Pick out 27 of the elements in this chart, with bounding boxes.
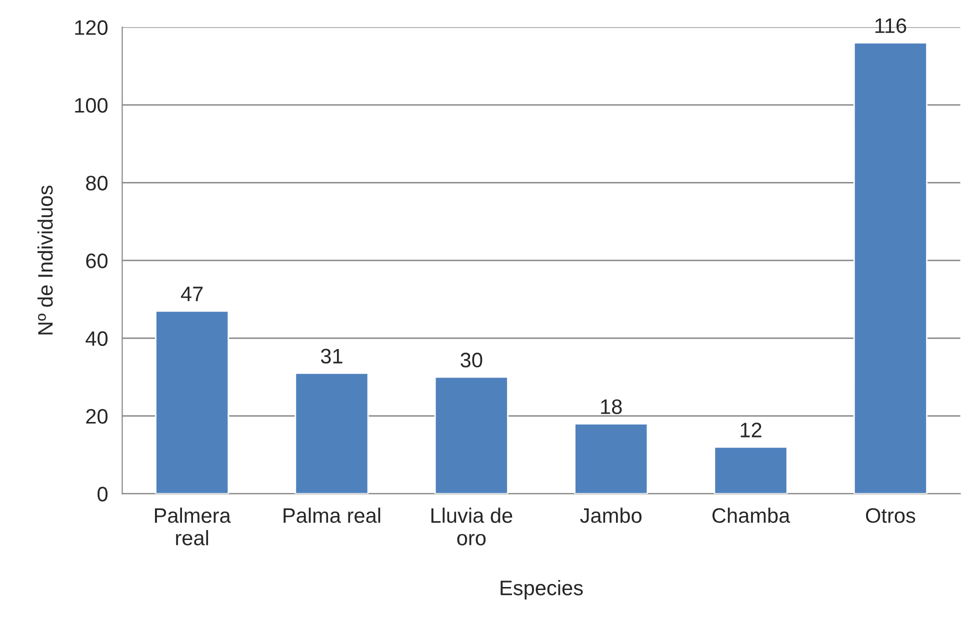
data-label: 116	[875, 18, 906, 34]
x-tick-label: Lluvia de oro	[431, 508, 512, 546]
x-tick-label: Otros	[866, 508, 916, 523]
bar	[714, 446, 788, 494]
bar	[155, 310, 230, 494]
x-tick-label: Palma real	[284, 508, 380, 523]
data-label: 47	[180, 286, 203, 302]
y-tick-label: 100	[75, 98, 108, 113]
x-tick-label: Palmera real	[154, 508, 231, 546]
x-tick-label: Chamba	[712, 508, 790, 523]
y-axis-title: Nº de Individuos	[37, 186, 53, 334]
data-label: 30	[460, 352, 482, 368]
y-tick-label: 60	[86, 253, 108, 268]
y-tick-label: 20	[86, 408, 108, 424]
y-tick-label: 80	[86, 176, 108, 190]
x-axis-title: Especies	[500, 580, 583, 600]
y-tick-label: 40	[86, 331, 108, 346]
bar	[574, 423, 648, 494]
y-tick-label: 0	[98, 486, 108, 502]
data-label: 12	[740, 422, 762, 438]
data-label: 31	[320, 348, 342, 364]
bar	[853, 42, 928, 494]
y-tick-label: 120	[75, 20, 108, 35]
x-tick-label: Jambo	[580, 508, 642, 523]
data-label: 18	[601, 399, 622, 414]
bar	[294, 372, 369, 494]
bar	[434, 376, 508, 494]
